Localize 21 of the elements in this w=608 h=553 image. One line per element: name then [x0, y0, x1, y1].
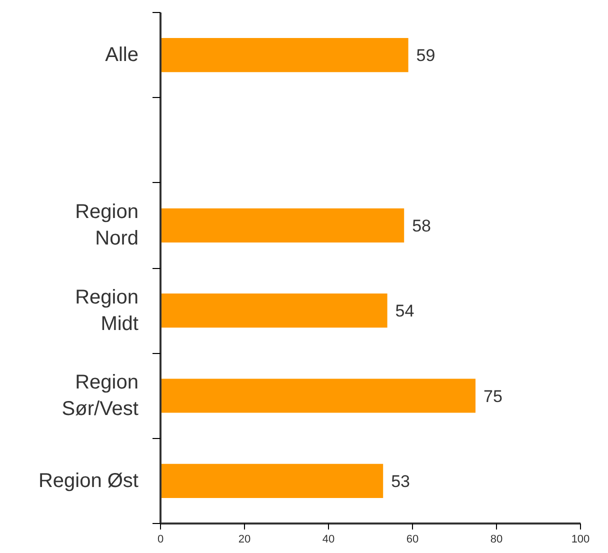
- bar: [160, 294, 388, 328]
- x-tick-label: 100: [571, 534, 590, 546]
- bar: [160, 208, 404, 242]
- bar: [160, 38, 408, 72]
- y-tick-label: Alle: [105, 44, 139, 66]
- y-tick-label: Region Nord: [75, 201, 139, 250]
- data-label: 54: [395, 302, 414, 321]
- x-tick-label: 40: [322, 534, 335, 546]
- data-label: 75: [484, 386, 502, 406]
- y-tick-label: Region Øst: [38, 470, 139, 492]
- bar: [160, 378, 476, 413]
- bar: [160, 464, 384, 498]
- data-label: 58: [412, 216, 432, 236]
- x-tick-label: 60: [406, 534, 419, 546]
- y-tick-label: Region Sør/Vest: [62, 372, 139, 420]
- data-label: 59: [416, 46, 436, 66]
- y-tick-label: Region Midt: [75, 286, 139, 335]
- x-tick-label: 80: [490, 534, 503, 546]
- x-tick-label: 0: [157, 534, 164, 546]
- x-tick-label: 20: [238, 534, 251, 546]
- data-label: 53: [391, 472, 410, 491]
